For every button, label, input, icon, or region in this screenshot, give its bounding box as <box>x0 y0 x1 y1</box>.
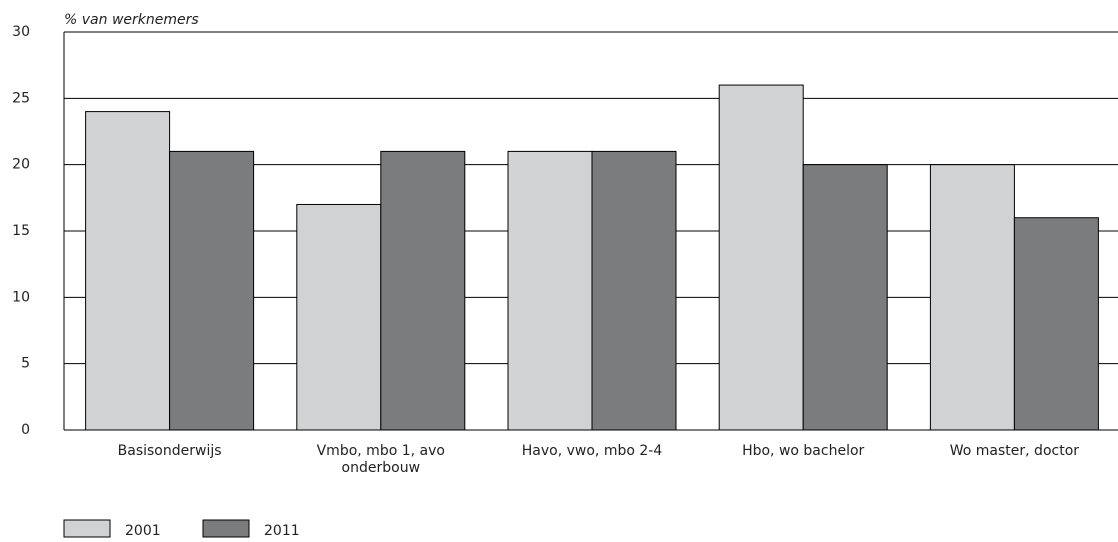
x-tick-label: Havo, vwo, mbo 2-4 <box>521 443 663 459</box>
y-tick-label: 0 <box>21 422 30 438</box>
bar <box>380 150 466 431</box>
legend-swatch <box>63 519 111 538</box>
x-tick-label: Wo master, doctor <box>949 443 1080 459</box>
bar <box>591 150 677 431</box>
bar <box>169 150 255 431</box>
y-tick-label: 5 <box>21 356 30 372</box>
bar <box>929 164 1015 431</box>
y-tick-label: 15 <box>12 223 30 239</box>
x-tick-label: Vmbo, mbo 1, avo onderbouw <box>316 443 445 476</box>
y-axis-label: % van werknemers <box>64 12 199 28</box>
y-tick-label: 30 <box>12 24 30 40</box>
bar <box>507 150 593 431</box>
bar <box>802 164 888 431</box>
bar <box>1013 217 1099 431</box>
bar <box>85 111 171 431</box>
y-tick-label: 10 <box>12 289 30 305</box>
legend-label: 2011 <box>264 523 300 539</box>
bar <box>296 203 382 431</box>
bar <box>718 84 804 431</box>
x-tick-label: Basisonderwijs <box>117 443 222 459</box>
legend-swatch <box>202 519 250 538</box>
y-tick-label: 20 <box>12 157 30 173</box>
legend-label: 2001 <box>125 523 161 539</box>
x-tick-label: Hbo, wo bachelor <box>742 443 865 459</box>
y-tick-label: 25 <box>12 90 30 106</box>
